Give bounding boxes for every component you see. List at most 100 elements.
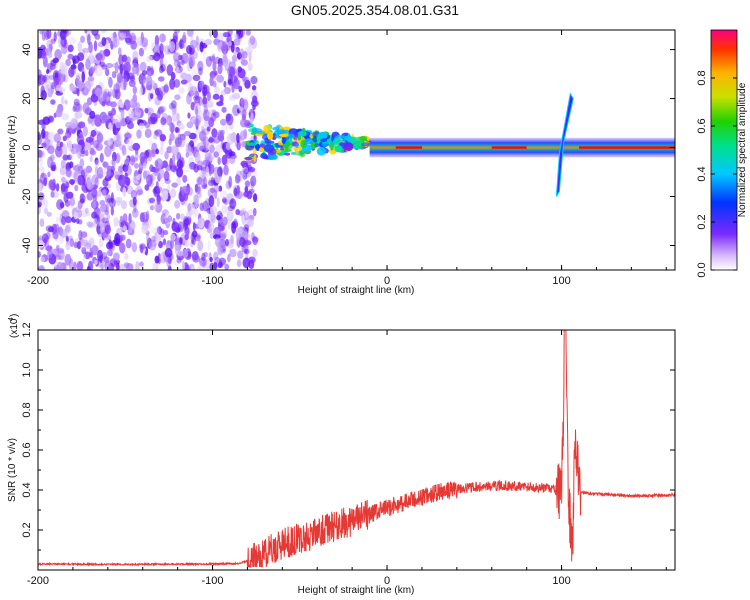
snr-x-axis-label: Height of straight line (km) [298, 585, 415, 596]
noise-blob [121, 54, 128, 63]
noise-blob [93, 40, 98, 52]
noise-blob [89, 147, 95, 155]
noise-blob [67, 44, 74, 53]
noise-blob [147, 116, 156, 125]
noise-blob [47, 156, 53, 169]
noise-blob [126, 72, 135, 80]
noise-blob [208, 221, 215, 232]
noise-blob [242, 76, 248, 82]
noise-blob [48, 51, 53, 59]
noise-blob [210, 100, 214, 108]
noise-blob [244, 248, 250, 255]
y-tick-label: 0.6 [21, 442, 33, 457]
transition-blob [282, 142, 294, 150]
noise-blob [191, 66, 199, 77]
noise-blob [221, 154, 228, 166]
noise-blob [94, 157, 99, 165]
noise-blob [207, 137, 215, 143]
noise-blob [249, 35, 256, 45]
noise-blob [73, 261, 77, 270]
noise-blob [213, 70, 218, 76]
noise-blob [195, 183, 201, 195]
noise-blob [235, 209, 241, 216]
noise-blob [220, 89, 227, 96]
noise-blob [217, 156, 221, 165]
noise-blob [65, 58, 71, 67]
noise-blob [113, 216, 119, 228]
noise-blob [124, 37, 132, 44]
noise-blob [129, 99, 134, 106]
noise-blob [158, 105, 166, 113]
noise-blob [233, 187, 238, 197]
noise-blob [56, 140, 62, 152]
noise-blob [225, 37, 231, 43]
noise-blob [104, 67, 110, 77]
noise-blob [77, 41, 83, 53]
noise-blob [56, 261, 64, 270]
noise-blob [55, 84, 62, 91]
noise-blob [38, 149, 43, 158]
noise-blob [76, 218, 80, 225]
transition-blob [267, 152, 277, 161]
noise-blob [144, 122, 151, 129]
noise-blob [242, 109, 247, 120]
noise-blob [126, 138, 134, 149]
noise-blob [149, 205, 155, 211]
chart-title: GN05.2025.354.08.01.G31 [290, 2, 460, 18]
noise-blob [220, 225, 225, 232]
noise-blob [57, 30, 61, 37]
noise-blob [160, 144, 164, 156]
noise-blob [236, 184, 241, 195]
noise-blob [85, 58, 91, 71]
noise-blob [99, 61, 106, 68]
noise-blob [235, 46, 240, 53]
noise-blob [130, 189, 138, 200]
noise-blob [85, 207, 89, 214]
transition-blob [281, 136, 287, 145]
noise-blob [235, 70, 239, 81]
noise-blob [53, 31, 57, 42]
transition-blob [249, 123, 254, 128]
noise-blob [69, 238, 75, 247]
noise-blob [59, 30, 67, 41]
transition-blob [259, 143, 266, 149]
noise-blob [93, 139, 100, 149]
noise-blob [240, 97, 245, 107]
noise-blob [233, 78, 240, 90]
noise-blob [250, 75, 258, 85]
snr-y-axis-label: SNR (10 * v/v) [7, 438, 18, 502]
noise-blob [108, 197, 116, 208]
noise-blob [54, 223, 60, 232]
noise-blob [69, 84, 76, 92]
transition-blob [299, 150, 306, 158]
noise-blob [215, 144, 223, 153]
noise-blob [99, 152, 104, 163]
noise-blob [125, 177, 131, 186]
noise-blob [98, 237, 104, 248]
noise-blob [60, 62, 68, 75]
noise-blob [248, 51, 252, 63]
noise-blob [139, 261, 144, 267]
noise-blob [40, 85, 46, 96]
noise-blob [41, 30, 46, 42]
noise-blob [156, 109, 161, 119]
noise-blob [51, 165, 56, 172]
x-tick-label: -200 [27, 575, 49, 587]
transition-blob [284, 152, 291, 156]
noise-blob [194, 90, 200, 100]
noise-blob [110, 101, 117, 108]
noise-blob [248, 45, 253, 57]
noise-blob [247, 62, 253, 71]
noise-blob [227, 220, 232, 230]
noise-blob [227, 30, 233, 37]
colorbar-label: Normalized spectral amplitude [737, 82, 748, 217]
noise-blob [155, 87, 160, 96]
noise-blob [139, 212, 145, 223]
colorbar-tick-label: 0.2 [696, 214, 708, 229]
noise-blob [81, 86, 89, 96]
noise-blob [209, 75, 214, 87]
carrier-hotspot [579, 146, 675, 149]
noise-blob [62, 154, 69, 161]
noise-blob [153, 133, 158, 140]
noise-blob [224, 263, 230, 270]
